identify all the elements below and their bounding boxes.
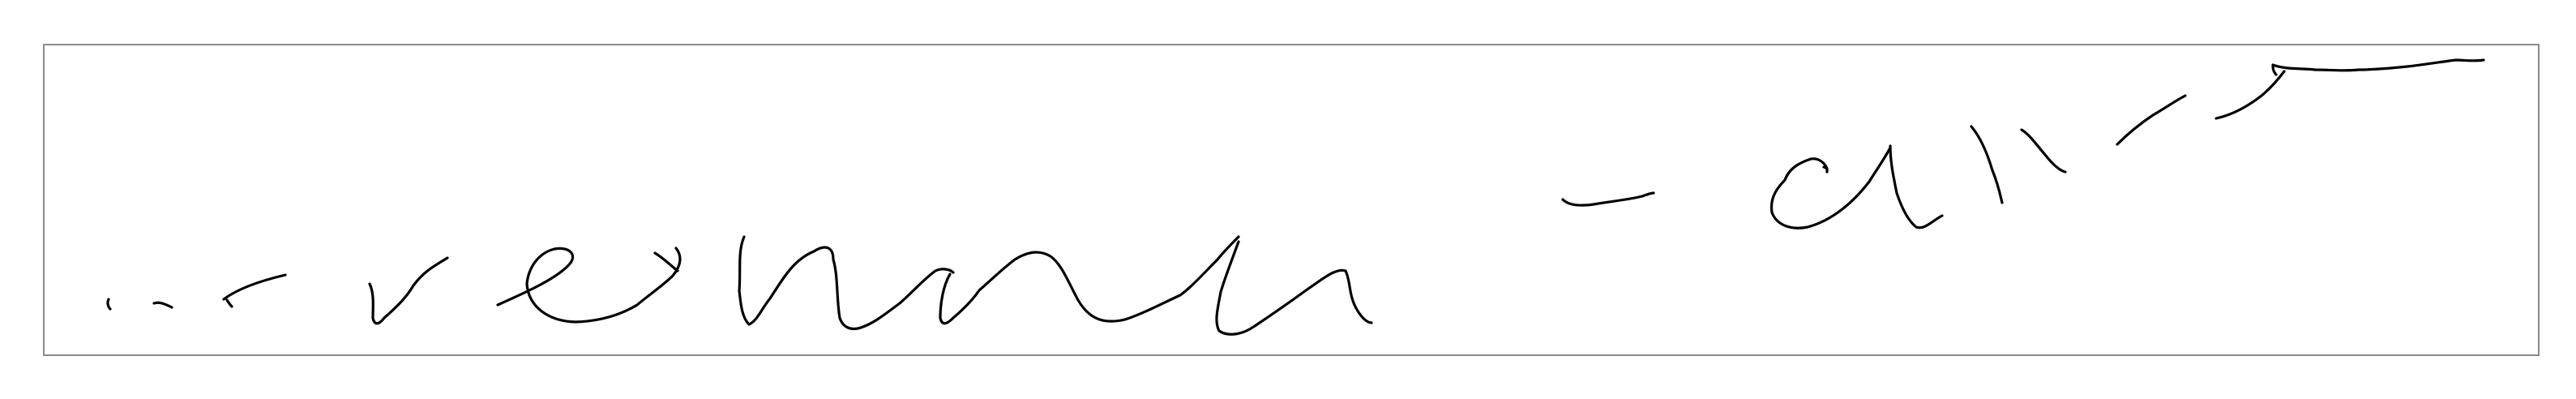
ink-stroke-top-line <box>2271 58 2485 72</box>
writing-frame <box>43 44 2540 356</box>
ink-stroke-e-tail <box>653 251 679 272</box>
ink-stroke-n-2 <box>2020 128 2067 174</box>
ink-stroke-wave-1 <box>368 256 449 325</box>
ink-strokes <box>106 58 2485 336</box>
ink-stroke-dash-2 <box>1561 191 1655 207</box>
ink-stroke-dot-2 <box>152 301 173 309</box>
ink-stroke-tick-1 <box>225 298 233 308</box>
ink-stroke-rise-2 <box>2214 70 2286 120</box>
ink-stroke-n-1 <box>1970 125 2004 204</box>
ink-stroke-a-1 <box>1769 146 1892 230</box>
ink-stroke-hump-2 <box>939 235 1240 325</box>
ink-stroke-a-3 <box>1822 165 1829 174</box>
ink-stroke-hump-3 <box>1215 240 1373 336</box>
ink-stroke-rise-1 <box>2116 94 2187 146</box>
ink-stroke-dot-1 <box>106 298 112 311</box>
ink-stroke-top-line-start <box>2271 65 2278 76</box>
ink-stroke-e-1 <box>496 247 682 324</box>
ink-stroke-a-2 <box>1889 144 1944 230</box>
ink-stroke-hump-1 <box>738 235 955 331</box>
ink-stroke-dash-1 <box>222 273 287 301</box>
